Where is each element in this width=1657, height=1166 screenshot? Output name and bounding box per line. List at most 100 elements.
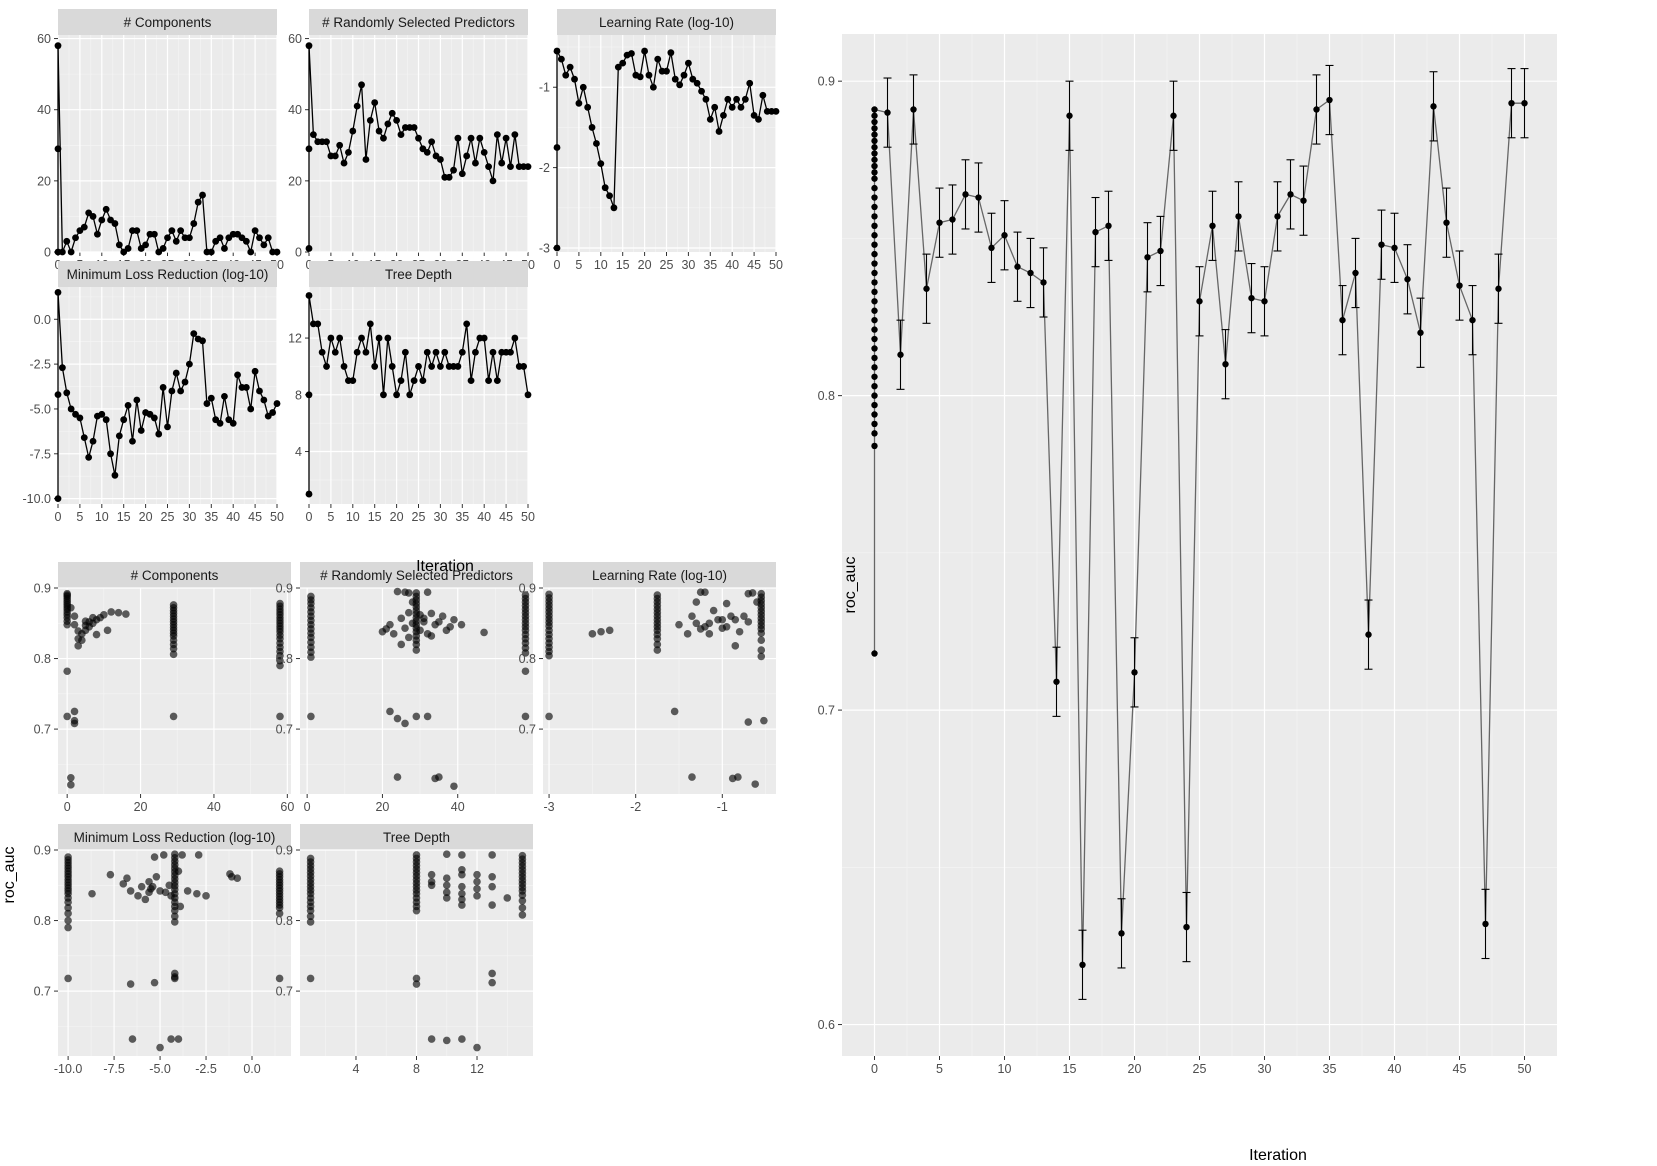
- data-point: [375, 334, 383, 342]
- data-point: [134, 892, 142, 900]
- data-point: [366, 320, 374, 328]
- data-point: [871, 401, 878, 409]
- y-tick-label: 0.7: [276, 985, 293, 999]
- data-point: [871, 335, 878, 343]
- data-point: [1300, 197, 1307, 204]
- data-point: [1274, 213, 1281, 220]
- data-point: [740, 612, 748, 621]
- data-point: [1404, 276, 1411, 283]
- facet-strip: [58, 824, 291, 850]
- y-tick-label: 0.8: [34, 914, 51, 928]
- data-point: [571, 75, 578, 83]
- data-point: [688, 773, 696, 781]
- data-point: [412, 974, 421, 983]
- data-point: [111, 471, 119, 479]
- x-tick-label: 10: [998, 1062, 1012, 1076]
- data-point: [420, 618, 428, 626]
- data-point: [720, 111, 727, 119]
- panel-1: # Components051015202530354045500204060: [37, 9, 284, 272]
- y-tick-label: -2.5: [29, 358, 51, 372]
- data-point: [442, 881, 451, 890]
- x-tick-label: 35: [455, 510, 469, 524]
- data-point: [1053, 678, 1060, 685]
- data-point: [1196, 298, 1203, 305]
- data-point: [323, 363, 330, 370]
- data-point: [653, 640, 662, 649]
- data-point: [962, 191, 969, 198]
- data-point: [1508, 99, 1515, 107]
- data-point: [423, 588, 432, 597]
- data-point: [194, 851, 203, 859]
- data-point: [309, 131, 317, 139]
- facet-title: Learning Rate (log-10): [592, 568, 727, 583]
- data-point: [256, 234, 263, 242]
- data-point: [181, 378, 189, 386]
- data-point: [397, 640, 406, 649]
- data-point: [670, 707, 679, 716]
- panels-group: # Components051015202530354045500204060 #…: [23, 9, 1557, 1076]
- data-point: [129, 437, 136, 445]
- data-point: [174, 867, 183, 875]
- x-tick-label: 20: [638, 258, 652, 272]
- top-x-axis-label: Iteration: [416, 558, 474, 575]
- data-point: [276, 661, 284, 670]
- data-point: [168, 387, 176, 395]
- x-tick-label: 10: [346, 510, 360, 524]
- data-point: [306, 912, 315, 921]
- data-point: [183, 887, 192, 895]
- data-point: [1248, 294, 1255, 302]
- data-point: [126, 887, 135, 895]
- x-tick-label: 0: [306, 510, 313, 524]
- data-point: [159, 384, 167, 391]
- data-point: [1378, 241, 1385, 248]
- data-point: [480, 148, 488, 156]
- data-point: [511, 131, 519, 139]
- data-point: [871, 260, 878, 267]
- data-point: [731, 642, 740, 650]
- data-point: [755, 115, 762, 123]
- x-tick-label: 0: [554, 258, 561, 272]
- x-tick-label: 20: [390, 510, 404, 524]
- data-point: [74, 642, 82, 650]
- x-tick-label: 0: [304, 800, 311, 814]
- x-tick-label: 10: [594, 258, 608, 272]
- x-tick-label: 0: [55, 510, 62, 524]
- x-tick-label: 35: [204, 510, 218, 524]
- data-point: [1027, 269, 1034, 277]
- data-point: [744, 618, 753, 626]
- data-point: [388, 363, 396, 370]
- data-point: [871, 442, 878, 450]
- data-point: [98, 216, 106, 224]
- data-point: [442, 1036, 451, 1045]
- data-point: [126, 980, 135, 988]
- data-point: [100, 611, 108, 619]
- panel-7: # Randomly Selected Predictors 0 20 40 0.7 0.…: [276, 562, 533, 814]
- facet-strip: [58, 562, 291, 588]
- y-tick-label: 0.7: [818, 704, 835, 718]
- facet-title: Tree Depth: [383, 830, 450, 845]
- data-point: [119, 880, 128, 888]
- y-tick-label: 8: [295, 388, 302, 402]
- data-point: [63, 667, 71, 676]
- x-tick-label: 25: [1193, 1062, 1207, 1076]
- y-tick-label: 60: [288, 32, 302, 46]
- data-point: [64, 898, 72, 907]
- data-point: [450, 166, 457, 174]
- data-point: [1157, 247, 1164, 255]
- data-point: [114, 608, 123, 617]
- data-point: [557, 55, 565, 63]
- data-point: [518, 896, 527, 905]
- data-point: [58, 248, 66, 256]
- data-point: [733, 95, 740, 103]
- x-tick-label: 15: [1063, 1062, 1077, 1076]
- data-point: [871, 298, 878, 305]
- data-point: [871, 650, 878, 657]
- data-point: [1456, 282, 1463, 289]
- x-tick-label: 25: [161, 510, 175, 524]
- data-point: [1261, 298, 1268, 305]
- data-point: [1365, 631, 1372, 638]
- data-point: [410, 377, 418, 385]
- data-point: [923, 285, 930, 292]
- data-point: [871, 430, 878, 437]
- data-point: [518, 904, 527, 912]
